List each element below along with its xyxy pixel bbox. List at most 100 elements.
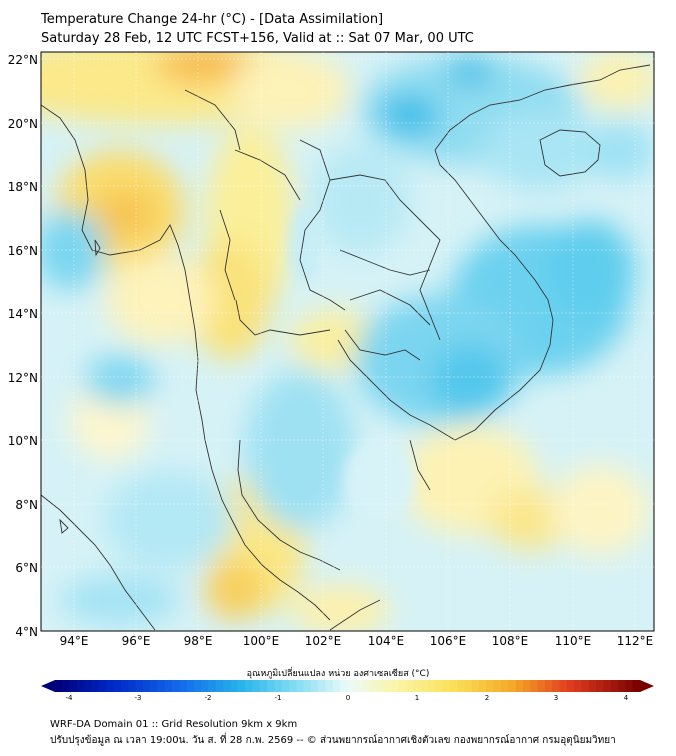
colorbar-segment xyxy=(332,680,341,692)
colorbar-ticks: -4 -3 -2 -1 0 1 2 3 4 xyxy=(66,694,629,702)
lon-label: 110°E xyxy=(555,634,592,648)
colorbar-segment xyxy=(632,680,641,692)
footer-credit: ปรับปรุงข้อมูล ณ เวลา 19:00น. วัน ส. ที่… xyxy=(50,735,616,746)
colorbar-segment xyxy=(237,680,246,692)
colorbar-segment xyxy=(150,680,158,692)
coastlines xyxy=(41,64,651,631)
colorbar-segment xyxy=(376,680,385,692)
lat-label: 8°N xyxy=(15,498,38,512)
colorbar-segment xyxy=(596,680,604,692)
colorbar-segment xyxy=(252,680,261,692)
colorbar-segment xyxy=(289,680,297,692)
colorbar-segment xyxy=(523,680,531,692)
lon-label: 106°E xyxy=(430,634,467,648)
colorbar-segment xyxy=(449,680,458,692)
colorbar-segment xyxy=(442,680,451,692)
colorbar-segment xyxy=(398,680,407,692)
colorbar-segment xyxy=(281,680,290,692)
colorbar-segment xyxy=(98,680,107,692)
colorbar-segment xyxy=(384,680,392,692)
colorbar-segment xyxy=(179,680,188,692)
colorbar-segment xyxy=(62,680,71,692)
colorbar-segment xyxy=(347,680,356,692)
lon-label: 112°E xyxy=(617,634,654,648)
colorbar-segment xyxy=(157,680,166,692)
colorbar-tick: 1 xyxy=(415,694,419,702)
colorbar-tick: -2 xyxy=(205,694,212,702)
colorbar-segment xyxy=(552,680,560,692)
map-frame xyxy=(40,51,655,632)
colorbar-segment xyxy=(566,680,575,692)
colorbar-segment xyxy=(325,680,334,692)
colorbar-segment xyxy=(208,680,217,692)
colorbar-segment xyxy=(486,680,495,692)
colorbar-segment xyxy=(172,680,180,692)
colorbar-segment xyxy=(369,680,378,692)
colorbar-segment xyxy=(413,680,422,692)
lat-label: 22°N xyxy=(8,53,38,67)
colorbar-segment xyxy=(135,680,144,692)
colorbar-segment xyxy=(259,680,268,692)
colorbar-segment xyxy=(318,680,326,692)
colorbar-segment xyxy=(76,680,85,692)
colorbar-segment xyxy=(201,680,209,692)
colorbar-tick: 2 xyxy=(485,694,489,702)
colorbar-segment xyxy=(106,680,114,692)
colorbar-segment xyxy=(354,680,363,692)
colorbar-segment xyxy=(464,680,473,692)
colorbar-segment xyxy=(603,680,612,692)
colorbar-segment xyxy=(274,680,283,692)
colorbar-segment xyxy=(310,680,319,692)
colorbar-segment xyxy=(515,680,524,692)
colorbar-segment xyxy=(501,680,509,692)
lon-label: 98°E xyxy=(184,634,213,648)
colorbar-segment xyxy=(113,680,122,692)
lon-label: 108°E xyxy=(492,634,529,648)
colorbar-tick: -1 xyxy=(275,694,282,702)
colorbar-segment xyxy=(193,680,202,692)
colorbar-segment xyxy=(471,680,480,692)
colorbar-segment xyxy=(230,680,239,692)
chart-title: Temperature Change 24-hr (°C) - [Data As… xyxy=(41,12,384,27)
colorbar-segment xyxy=(618,680,626,692)
lat-label: 12°N xyxy=(8,371,38,385)
colorbar-segment xyxy=(544,680,553,692)
colorbar-segment xyxy=(84,680,92,692)
colorbar-segment xyxy=(625,680,634,692)
colorbar-segment xyxy=(479,680,487,692)
colorbar-segment xyxy=(610,680,619,692)
lat-label: 6°N xyxy=(15,561,38,575)
colorbar-segment xyxy=(537,680,546,692)
colorbar-tick: 3 xyxy=(554,694,558,702)
footer-domain-info: WRF-DA Domain 01 :: Grid Resolution 9km … xyxy=(50,719,298,730)
lat-label: 16°N xyxy=(8,244,38,258)
colorbar-tick: -3 xyxy=(135,694,142,702)
colorbar-max-arrow xyxy=(640,680,654,692)
latitude-labels: 22°N 20°N 18°N 16°N 14°N 12°N 10°N 8°N 6… xyxy=(8,53,38,639)
colorbar-segment xyxy=(406,680,414,692)
colorbar-label: อุณหภูมิเปลี่ยนแปลง หน่วย องศาเซลเซียส (… xyxy=(246,669,430,679)
colorbar-segment xyxy=(391,680,400,692)
colorbar-segment xyxy=(267,680,275,692)
colorbar-segment xyxy=(427,680,436,692)
lon-label: 100°E xyxy=(243,634,280,648)
colorbar-segment xyxy=(296,680,305,692)
colorbar-segment xyxy=(581,680,590,692)
colorbar-segment xyxy=(91,680,100,692)
lon-label: 104°E xyxy=(368,634,405,648)
graticule xyxy=(41,52,654,631)
colorbar-segment xyxy=(559,680,568,692)
lat-label: 10°N xyxy=(8,434,38,448)
temperature-field xyxy=(41,52,654,631)
colorbar-min-arrow xyxy=(41,680,55,692)
lat-label: 18°N xyxy=(8,180,38,194)
colorbar-segment xyxy=(588,680,597,692)
colorbar-segment xyxy=(164,680,173,692)
colorbar-tick: 4 xyxy=(624,694,629,702)
lat-label: 20°N xyxy=(8,117,38,131)
colorbar-segment xyxy=(340,680,348,692)
colorbar-segment xyxy=(245,680,253,692)
colorbar-segment xyxy=(435,680,443,692)
colorbar-segment xyxy=(303,680,312,692)
